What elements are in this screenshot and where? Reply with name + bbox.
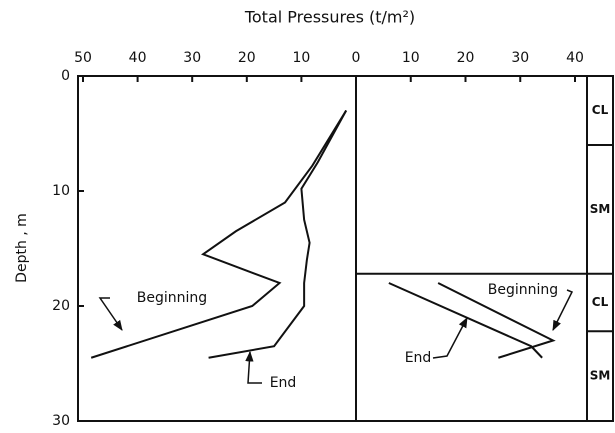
leader-arrow bbox=[245, 350, 262, 384]
soil-column bbox=[586, 75, 614, 422]
curve bbox=[90, 109, 348, 359]
leader-arrow bbox=[432, 317, 468, 359]
y-tick-label: 20 bbox=[52, 298, 70, 314]
leader-arrow bbox=[98, 297, 123, 331]
x-tick-label: 20 bbox=[457, 50, 475, 66]
layer-label: CL bbox=[592, 295, 609, 309]
curve bbox=[208, 110, 348, 359]
x-tick-label: 50 bbox=[74, 50, 92, 66]
layer-label: SM bbox=[590, 202, 611, 216]
leader-arrow bbox=[552, 289, 574, 331]
y-axis-label: Depth , m bbox=[14, 213, 30, 283]
curve-label: End bbox=[270, 375, 297, 391]
x-tick-label: 20 bbox=[238, 50, 256, 66]
x-tick-label: 40 bbox=[129, 50, 147, 66]
layer-label: SM bbox=[590, 369, 611, 383]
curve-label: Beginning bbox=[488, 282, 558, 298]
x-tick-label: 0 bbox=[352, 50, 361, 66]
plot-frame bbox=[77, 75, 588, 422]
x-tick-label: 10 bbox=[292, 50, 310, 66]
x-tick-label: 30 bbox=[183, 50, 201, 66]
curve bbox=[437, 282, 556, 359]
y-tick-label: 30 bbox=[52, 413, 70, 429]
curve bbox=[388, 282, 543, 359]
x-tick-label: 40 bbox=[566, 50, 584, 66]
layer-label: CL bbox=[592, 103, 609, 117]
x-tick-label: 30 bbox=[511, 50, 529, 66]
curve-label: Beginning bbox=[137, 290, 207, 306]
y-tick-label: 10 bbox=[52, 183, 70, 199]
x-tick-label: 10 bbox=[402, 50, 420, 66]
curve-label: End bbox=[405, 350, 432, 366]
chart-title: Total Pressures (t/m²) bbox=[244, 8, 415, 27]
y-tick-label: 0 bbox=[61, 68, 70, 84]
